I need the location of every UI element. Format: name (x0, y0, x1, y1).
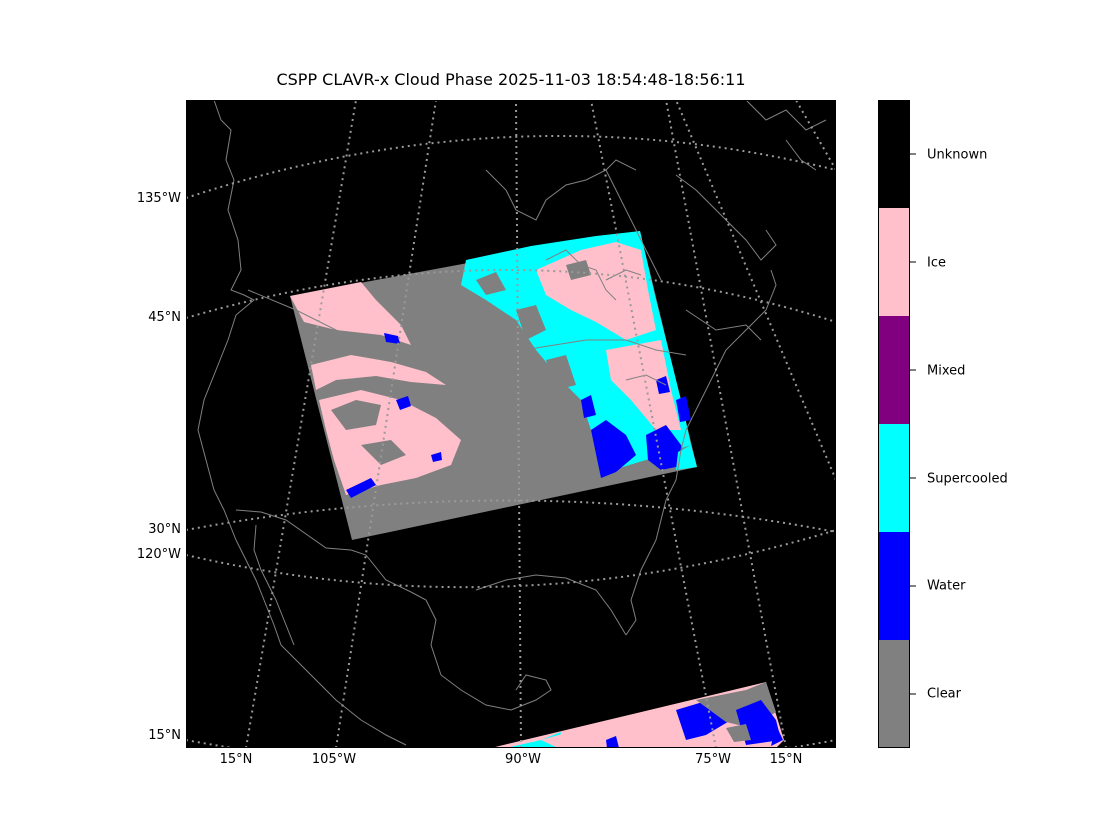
lat-label-30n: 30°N (148, 522, 181, 537)
colorbar-unknown-swatch (878, 100, 910, 208)
lon-label-75w: 75°W (695, 752, 731, 767)
lon-label-15n-right: 15°N (769, 752, 803, 767)
lat-label-120w: 120°W (136, 547, 181, 562)
graticule (186, 100, 836, 748)
main-swath (290, 231, 697, 540)
colorbar-clear-swatch (878, 640, 910, 748)
legend-label-unknown: Unknown (927, 147, 988, 163)
lon-label-105w: 105°W (311, 752, 357, 767)
legend-label-ice: Ice (927, 255, 946, 271)
lat-label-135w: 135°W (136, 191, 181, 206)
lon-label-15n-left: 15°N (219, 752, 253, 767)
legend-label-clear: Clear (927, 686, 961, 702)
colorbar-water-swatch (878, 532, 910, 640)
legend-label-water: Water (927, 578, 966, 594)
legend-label-supercooled: Supercooled (927, 471, 1008, 487)
colorbar-mixed-swatch (878, 316, 910, 424)
map-title: CSPP CLAVR-x Cloud Phase 2025-11-03 18:5… (276, 70, 746, 89)
colorbar (878, 100, 916, 748)
colorbar-ice-swatch (878, 208, 910, 316)
cloud-phase-map (186, 100, 836, 748)
lon-label-90w: 90°W (505, 752, 541, 767)
south-swath (491, 682, 784, 748)
colorbar-supercooled-swatch (878, 424, 910, 532)
lat-label-15n: 15°N (148, 728, 181, 743)
legend-label-mixed: Mixed (927, 363, 966, 379)
coastlines (197, 100, 827, 746)
lat-label-45n: 45°N (148, 310, 181, 325)
